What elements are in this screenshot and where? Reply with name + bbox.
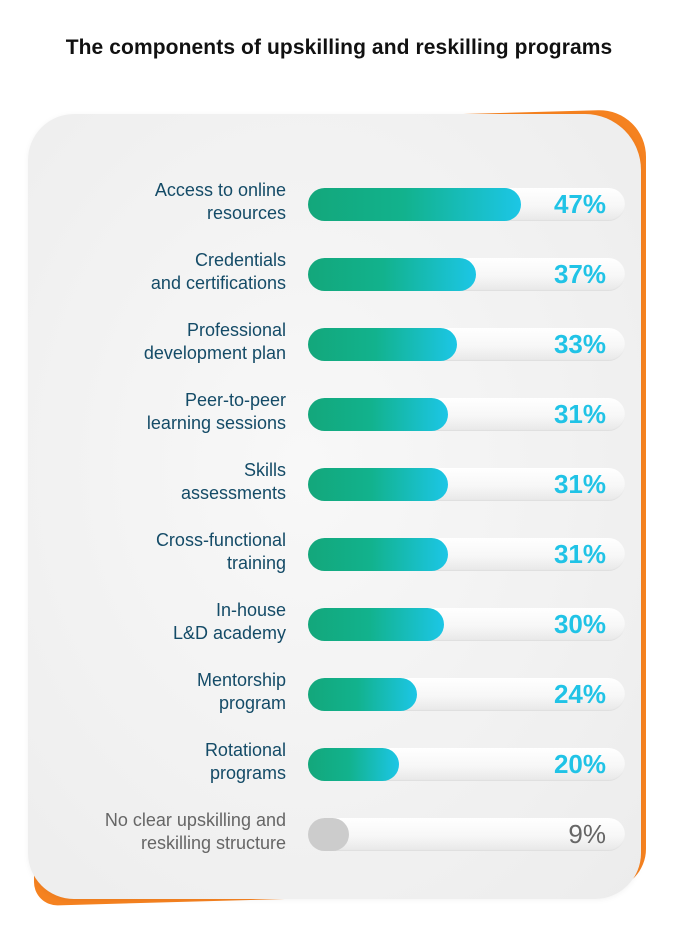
bar-track [308, 468, 625, 501]
category-label: Professional development plan [143, 320, 286, 363]
value-label: 31% [553, 469, 606, 499]
bar [308, 748, 399, 781]
bar-track [308, 398, 625, 431]
value-label: 47% [553, 189, 606, 219]
bar [308, 678, 417, 711]
category-label: Access to online resources [154, 180, 286, 223]
category-label: Rotational programs [204, 740, 286, 783]
value-label: 33% [553, 329, 606, 359]
bar [308, 468, 448, 501]
bar [308, 328, 457, 361]
value-label: 37% [553, 259, 606, 289]
bar [308, 538, 448, 571]
bar-track [308, 748, 625, 781]
bar-track [308, 258, 625, 291]
category-label: Cross-functional training [155, 530, 286, 573]
value-label: 24% [553, 679, 606, 709]
bar-track [308, 608, 625, 641]
category-label: Credentials and certifications [150, 250, 286, 293]
bar-track [308, 328, 625, 361]
bar [308, 818, 349, 851]
value-label: 30% [553, 609, 606, 639]
value-label: 9% [568, 819, 606, 849]
bar-track [308, 818, 625, 851]
bar-track [308, 538, 625, 571]
bar-track [308, 188, 625, 221]
category-label: No clear upskilling and reskilling struc… [104, 810, 286, 853]
category-label: Skills assessments [180, 460, 286, 503]
bar [308, 608, 444, 641]
category-label: Peer-to-peer learning sessions [146, 390, 286, 433]
category-label: Mentorship program [196, 670, 286, 713]
bar-track [308, 678, 625, 711]
bar [308, 188, 521, 221]
bar [308, 258, 476, 291]
category-label: In-house L&D academy [172, 600, 286, 643]
value-label: 31% [553, 399, 606, 429]
value-label: 20% [553, 749, 606, 779]
value-label: 31% [553, 539, 606, 569]
chart-title: The components of upskilling and reskill… [65, 36, 613, 59]
bar [308, 398, 448, 431]
